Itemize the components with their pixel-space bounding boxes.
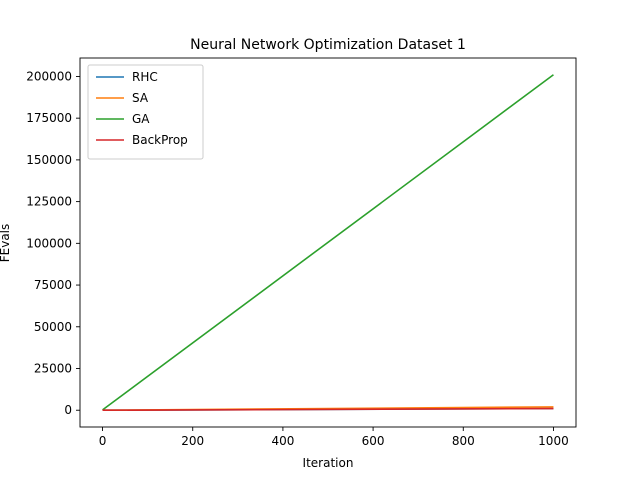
y-tick-label: 25000: [34, 362, 72, 376]
series-line-ga: [102, 74, 554, 411]
x-tick-label: 1000: [538, 434, 569, 448]
x-axis-label: Iteration: [303, 456, 354, 470]
y-tick-label: 100000: [26, 236, 72, 250]
series-layer: [102, 74, 554, 412]
x-tick-label: 400: [271, 434, 294, 448]
y-tick-label: 125000: [26, 195, 72, 209]
y-tick-label: 50000: [34, 320, 72, 334]
legend-label-sa: SA: [132, 91, 149, 105]
x-tick-label: 0: [99, 434, 107, 448]
legend-box: [87, 64, 204, 160]
y-tick-label: 150000: [26, 153, 72, 167]
series-line-backprop: [102, 407, 554, 412]
y-axis-label: FEvals: [0, 224, 12, 263]
legend: RHC SA GA BackProp: [87, 64, 204, 160]
x-tick-label: 600: [362, 434, 385, 448]
x-tick-label: 200: [181, 434, 204, 448]
y-tick-label: 0: [64, 403, 72, 417]
legend-label-rhc: RHC: [132, 70, 158, 84]
y-tick-label: 175000: [26, 111, 72, 125]
x-axis: 0 200 400 600 800 1000: [99, 427, 569, 448]
chart-title: Neural Network Optimization Dataset 1: [190, 37, 466, 53]
y-tick-label: 75000: [34, 278, 72, 292]
y-tick-label: 200000: [26, 69, 72, 83]
x-tick-label: 800: [452, 434, 475, 448]
plot-frame: [79, 57, 577, 428]
legend-label-ga: GA: [132, 112, 150, 126]
legend-label-backprop: BackProp: [132, 133, 188, 147]
y-axis: 0 25000 50000 75000 100000 125000 150000 175000…: [26, 69, 80, 417]
